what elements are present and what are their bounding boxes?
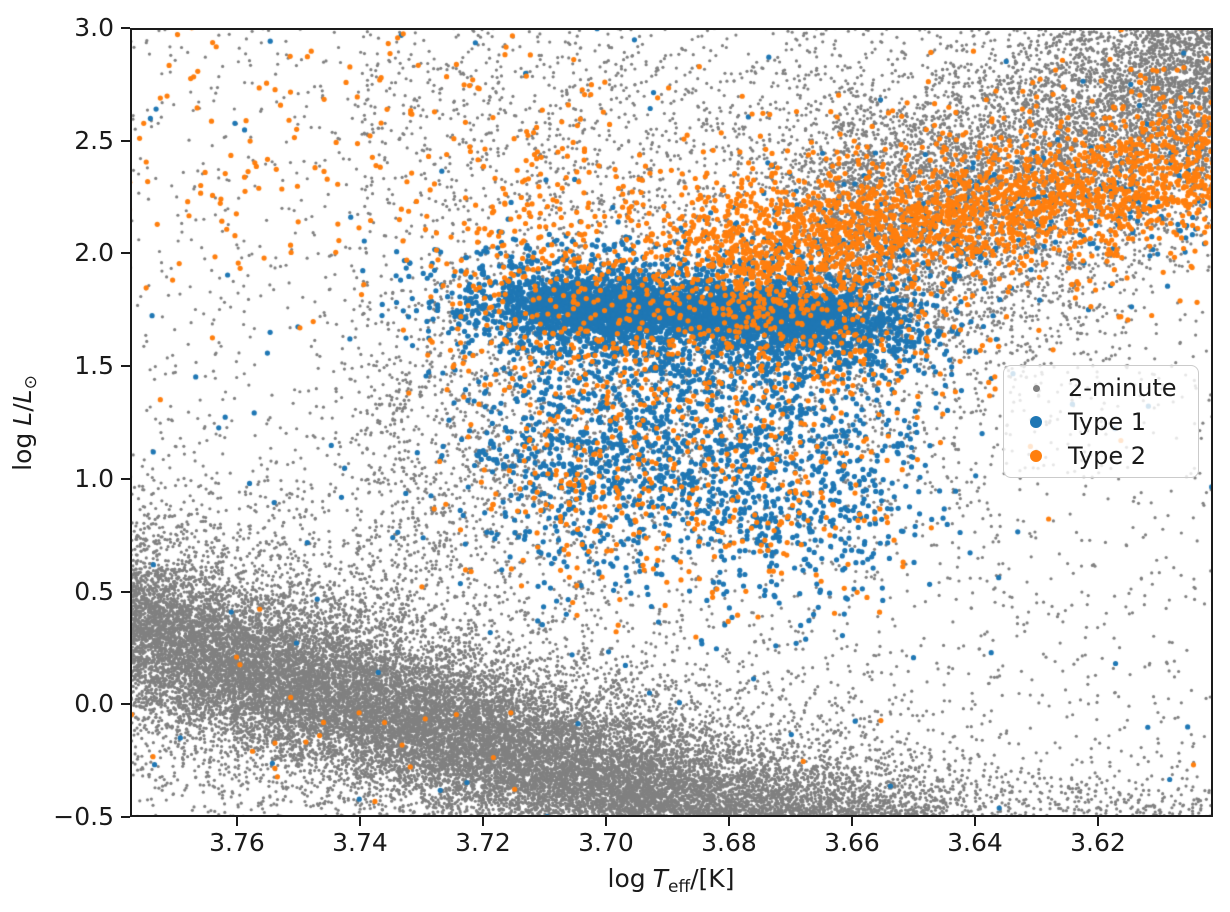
y-axis-label: logL/L⊙ xyxy=(8,318,41,528)
x-axis-tick xyxy=(482,817,484,826)
legend-marker-col xyxy=(1004,450,1068,462)
x-tick-label: 3.68 xyxy=(701,828,757,857)
x-axis-tick xyxy=(1096,817,1099,826)
y-axis-tick xyxy=(121,816,130,818)
x-tick-label: 3.72 xyxy=(455,828,511,857)
y-axis-tick xyxy=(121,477,130,480)
x-tick-label: 3.74 xyxy=(332,828,388,857)
x-axis-label-log: log xyxy=(607,864,646,893)
y-tick-label: 3.0 xyxy=(74,13,114,42)
legend-label-type-1: Type 1 xyxy=(1068,408,1147,436)
legend-marker-col xyxy=(1004,416,1068,428)
y-axis-label-slash: / xyxy=(8,403,37,412)
legend-marker-2-minute-icon xyxy=(1032,384,1040,392)
x-axis-tick xyxy=(359,817,361,826)
y-axis-tick xyxy=(121,139,130,142)
legend-marker-type-1-icon xyxy=(1030,416,1042,428)
x-axis-tick xyxy=(728,817,730,826)
x-tick-label: 3.62 xyxy=(1070,828,1126,857)
x-tick-label: 3.70 xyxy=(578,828,634,857)
legend-marker-type-2-icon xyxy=(1030,450,1042,462)
y-tick-label: 1.0 xyxy=(74,463,114,493)
x-axis-tick xyxy=(605,817,607,826)
legend-entry-type-1: Type 1 xyxy=(1004,405,1198,439)
y-axis-label-symbol2: L xyxy=(8,389,37,404)
y-axis-tick xyxy=(121,365,130,368)
legend-entry-type-2: Type 2 xyxy=(1004,439,1198,473)
y-axis-label-symbol: L xyxy=(8,411,37,426)
y-tick-label: 2.5 xyxy=(74,125,114,155)
y-tick-label: 1.5 xyxy=(74,351,114,381)
x-axis-label-unit: /[K] xyxy=(690,864,735,893)
x-axis-tick xyxy=(973,817,976,826)
x-axis-tick xyxy=(851,817,853,826)
x-axis-tick xyxy=(236,817,238,826)
x-axis-label-symbol: T xyxy=(652,864,668,893)
legend-entry-2-minute: 2-minute xyxy=(1004,371,1198,405)
y-tick-label: 0.5 xyxy=(74,576,114,606)
x-axis-label: log Teff/[K] xyxy=(496,864,846,897)
y-tick-label: −0.5 xyxy=(53,802,114,831)
x-tick-label: 3.76 xyxy=(209,828,265,857)
y-axis-tick xyxy=(121,27,130,29)
y-tick-label: 2.0 xyxy=(74,238,114,268)
x-axis-label-subscript: eff xyxy=(667,877,691,897)
y-axis-tick xyxy=(121,703,130,706)
legend-marker-col xyxy=(1004,384,1068,392)
y-tick-label: 0.0 xyxy=(74,689,114,719)
y-axis-tick xyxy=(121,590,130,593)
legend: 2-minute Type 1 Type 2 xyxy=(1003,365,1199,478)
x-tick-label: 3.66 xyxy=(824,828,880,857)
y-axis-tick xyxy=(121,252,130,255)
legend-label-type-2: Type 2 xyxy=(1068,442,1147,470)
x-tick-label: 3.64 xyxy=(947,828,1003,857)
legend-label-2-minute: 2-minute xyxy=(1068,374,1177,402)
